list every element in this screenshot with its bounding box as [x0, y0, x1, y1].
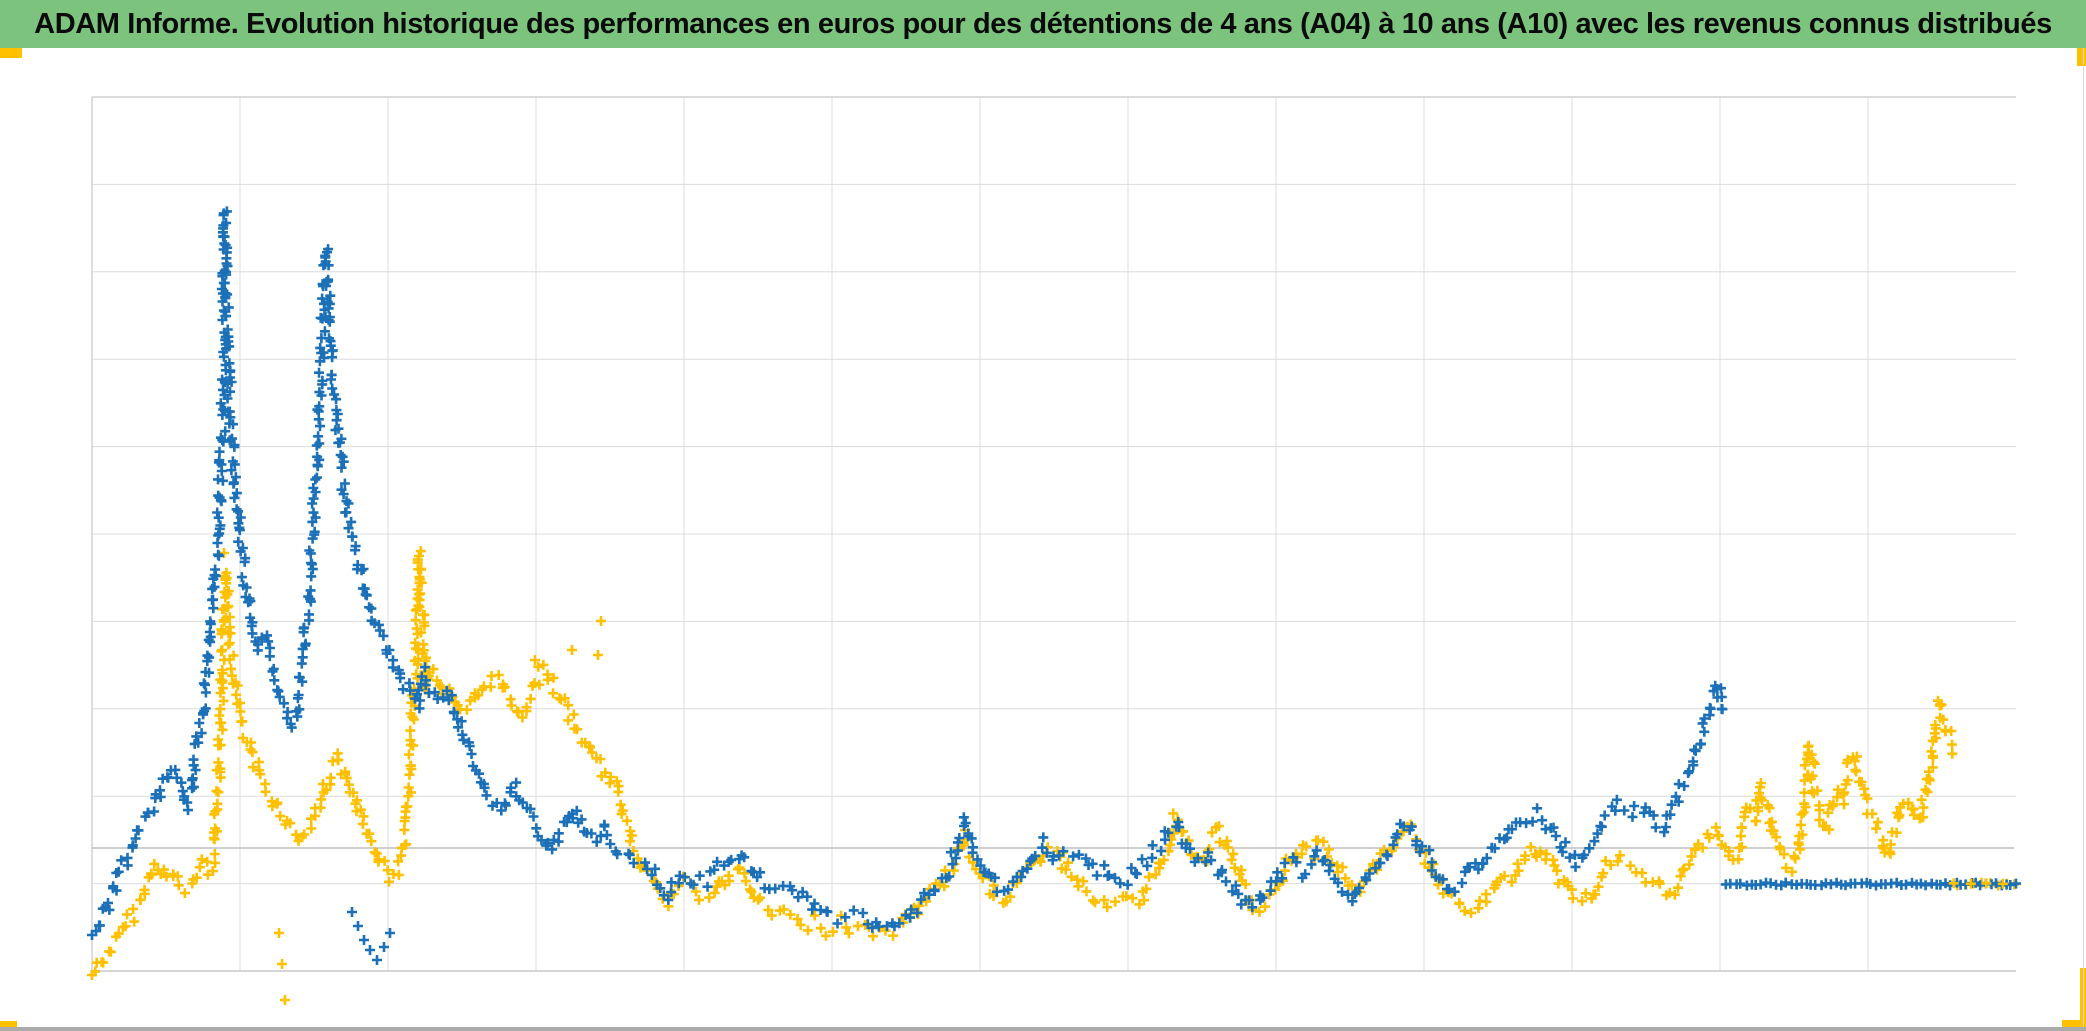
page-title: ADAM Informe. Evolution historique des p… — [34, 7, 2052, 40]
flat-tail-yellow-overlay — [1948, 878, 2008, 889]
corner-accent-top-right — [2077, 48, 2086, 66]
series_yellow — [87, 546, 2020, 1005]
bottom-gray-bar — [0, 1027, 2086, 1031]
corner-accent-top-left — [0, 48, 22, 58]
corner-accent-bottom-right-foot — [2062, 1020, 2086, 1031]
title-banner: ADAM Informe. Evolution historique des p… — [0, 0, 2086, 48]
series_blue — [87, 206, 2021, 965]
corner-accent-bottom-left — [0, 1021, 17, 1029]
slide-right-edge-line — [2083, 48, 2084, 1028]
